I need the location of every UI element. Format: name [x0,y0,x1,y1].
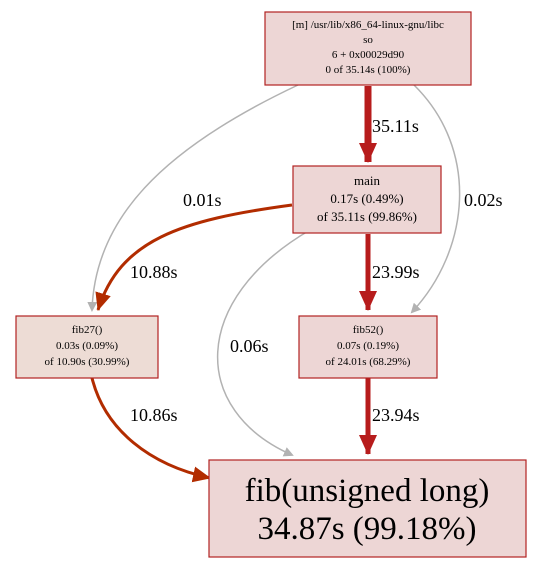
node-main-cum: of 35.11s (99.86%) [317,209,417,224]
node-libc-path: [m] /usr/lib/x86_64-linux-gnu/libc [292,19,444,31]
edge-label-main-fib: 0.06s [230,336,269,356]
node-libc-offset: 6 + 0x00029d90 [332,49,405,61]
node-libc-suffix: so [363,34,373,46]
node-fib52-cum: of 24.01s (68.29%) [326,356,411,368]
edge-label-libc-fib52: 0.02s [464,190,503,210]
node-fib-flat: 34.87s (99.18%) [257,511,476,547]
edge-main-to-fib27[interactable] [95,203,293,311]
node-fib-name: fib(unsigned long) [245,473,490,509]
node-fib27-flat: 0.03s (0.09%) [56,340,118,352]
edge-label-libc-main: 35.11s [372,116,419,136]
edge-libc-to-fib52[interactable] [410,84,461,314]
node-libc-cost: 0 of 35.14s (100%) [326,64,411,76]
edge-label-fib52-fib: 23.94s [372,405,420,425]
node-fib52[interactable]: fib52() 0.07s (0.19%) of 24.01s (68.29%) [298,315,438,379]
edge-label-main-fib52: 23.99s [372,262,420,282]
node-fib52-flat: 0.07s (0.19%) [337,340,399,352]
edge-label-libc-fib27: 0.01s [183,190,222,210]
edge-fib27-to-fib[interactable] [90,377,211,483]
node-fib27-name: fib27() [72,324,103,336]
node-main[interactable]: main 0.17s (0.49%) of 35.11s (99.86%) [292,165,442,234]
node-main-flat: 0.17s (0.49%) [330,191,403,206]
node-fib[interactable]: fib(unsigned long) 34.87s (99.18%) [208,459,527,558]
node-fib52-name: fib52() [353,324,384,336]
edge-label-fib27-fib: 10.86s [130,405,178,425]
node-libc[interactable]: [m] /usr/lib/x86_64-linux-gnu/libc so 6 … [264,11,472,86]
node-main-name: main [354,173,380,188]
edge-libc-to-fib27[interactable] [87,84,299,312]
edge-label-main-fib27: 10.88s [130,262,178,282]
edge-main-to-fib[interactable] [216,229,311,457]
node-fib27[interactable]: fib27() 0.03s (0.09%) of 10.90s (30.99%) [15,315,159,379]
node-fib27-cum: of 10.90s (30.99%) [45,356,130,368]
